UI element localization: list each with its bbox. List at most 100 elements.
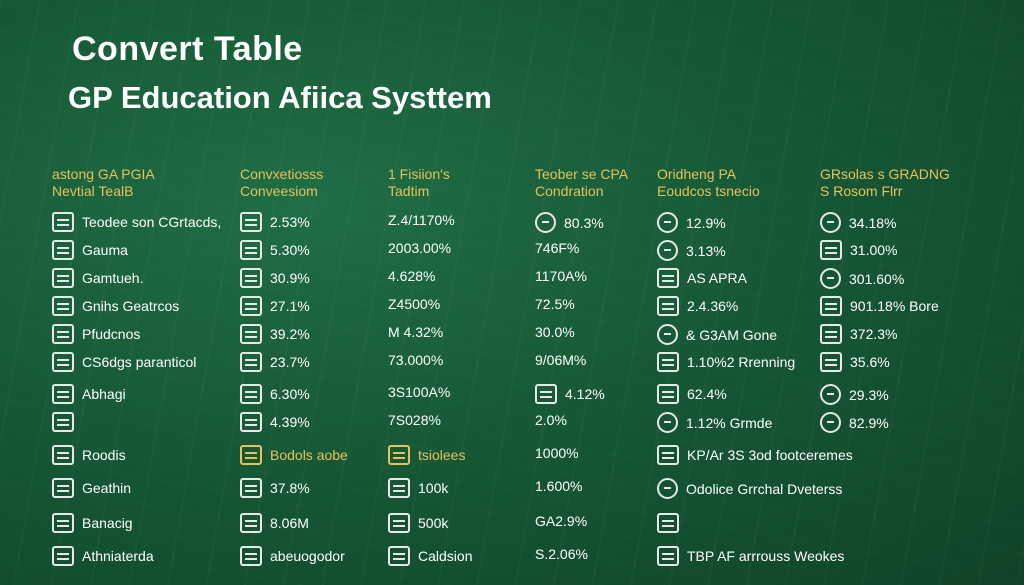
column-header-line: GRsolas s GRADNG	[820, 166, 950, 182]
table-cell: & G3AM Gone	[657, 324, 777, 345]
table-cell: 2.0%	[535, 412, 567, 428]
table-cell: Athniaterda	[52, 546, 154, 566]
table-cell: 8.06M	[240, 513, 309, 533]
table-cell: 29.3%	[820, 384, 889, 405]
cell-text: 901.18% Bore	[850, 298, 939, 314]
document-icon	[240, 546, 262, 566]
cell-text: Roodis	[82, 447, 126, 463]
column-header-line: astong GA PGIA	[52, 166, 155, 182]
table-cell: 1.600%	[535, 478, 582, 494]
column-header-line: Teober se CPA	[535, 166, 629, 182]
table-cell: 7S028%	[388, 412, 441, 428]
column-header-line: Oridheng PA	[657, 166, 737, 182]
building-icon	[820, 296, 842, 316]
table-cell: AS APRA	[657, 268, 747, 288]
chart-icon	[657, 352, 679, 372]
document-icon	[52, 412, 74, 432]
table-cell: 39.2%	[240, 324, 310, 344]
document-icon	[52, 268, 74, 288]
column-header-1: astong GA PGIA Nevtial TealB	[52, 166, 155, 206]
globe-icon	[657, 240, 678, 261]
table-cell: 72.5%	[535, 296, 575, 312]
page-title: Convert Table	[72, 30, 303, 68]
table-cell: S.2.06%	[535, 546, 588, 562]
page-subtitle: GP Education Afiica Systtem	[68, 80, 492, 115]
document-icon	[240, 445, 262, 465]
table-cell: 37.8%	[240, 478, 310, 498]
table-cell: 9/06M%	[535, 352, 586, 368]
cell-text: Z.4/1170%	[388, 212, 455, 228]
cell-text: Teodee son CGrtacds,	[82, 214, 222, 230]
table-cell: Geathin	[52, 478, 131, 498]
cell-text: 1.12% Grmde	[686, 414, 773, 431]
cell-text: 12.9%	[686, 214, 726, 231]
book-icon	[388, 445, 410, 465]
table-cell	[657, 513, 687, 533]
column-header-3: 1 Fisiion's Tadtim	[388, 166, 450, 206]
table-cell: 27.1%	[240, 296, 310, 316]
cell-text: 82.9%	[849, 414, 889, 431]
cell-text: Gnihs Geatrcos	[82, 298, 180, 314]
cell-text: 39.2%	[270, 326, 310, 342]
table-cell: 2.4.36%	[657, 296, 738, 316]
cell-text: 746F%	[535, 240, 580, 256]
table-cell: Pfudcnos	[52, 324, 140, 344]
chart-icon	[657, 445, 679, 465]
chart-icon	[240, 324, 262, 344]
table-cell: KP/Ar 3S 3od footceremes	[657, 445, 853, 465]
cell-text: abeuogodor	[270, 548, 345, 564]
table-cell: Gnihs Geatrcos	[52, 296, 179, 316]
document-icon	[240, 513, 262, 533]
column-header-line: 1 Fisiion's	[388, 166, 450, 182]
column-header-line: Convxetiosss	[240, 166, 324, 182]
table-cell: 30.9%	[240, 268, 310, 288]
cell-text: 27.1%	[270, 298, 310, 314]
table-cell: Bodols aobe	[240, 445, 348, 465]
document-icon	[52, 324, 74, 344]
globe-icon	[820, 212, 841, 233]
cell-text: 4.39%	[270, 414, 310, 430]
column-header-6: GRsolas s GRADNG S Rosom Flrr	[820, 166, 950, 206]
building-icon	[820, 352, 842, 372]
table-cell: 3S100A%	[388, 384, 450, 400]
chart-icon	[240, 212, 262, 232]
cell-text: 500k	[418, 515, 449, 531]
cell-text: 62.4%	[687, 386, 727, 402]
document-icon	[52, 478, 74, 498]
cell-text: Athniaterda	[82, 548, 154, 564]
chart-icon	[535, 384, 557, 404]
document-icon	[52, 445, 74, 465]
table-cell: 746F%	[535, 240, 579, 256]
table-cell: 1170A%	[535, 268, 587, 284]
book-icon	[388, 546, 410, 566]
table-cell: 500k	[388, 513, 448, 533]
table-cell: 2.53%	[240, 212, 310, 232]
cell-text: 1.10%2 Rrenning	[687, 354, 796, 370]
table-cell: 62.4%	[657, 384, 727, 404]
document-icon	[240, 478, 262, 498]
building-icon	[657, 546, 679, 566]
table-cell: 31.00%	[820, 240, 897, 260]
table-cell: Roodis	[52, 445, 126, 465]
globe-icon	[657, 212, 678, 233]
table-cell: 34.18%	[820, 212, 896, 233]
table-cell: 100k	[388, 478, 448, 498]
cell-text: Geathin	[82, 480, 132, 496]
globe-icon	[657, 412, 678, 433]
cell-text: 37.8%	[270, 480, 310, 496]
cell-text: 2.4.36%	[687, 298, 739, 314]
globe-icon	[820, 384, 841, 405]
table-cell: 5.30%	[240, 240, 310, 260]
table-cell: 1.12% Grmde	[657, 412, 772, 433]
cell-text: 73.000%	[388, 352, 444, 368]
book-icon	[388, 478, 410, 498]
table-cell: 82.9%	[820, 412, 889, 433]
cell-text: 301.60%	[849, 270, 905, 287]
table-cell: Z4500%	[388, 296, 440, 312]
cell-text: 23.7%	[270, 354, 310, 370]
table-cell: 12.9%	[657, 212, 726, 233]
table-cell: 35.6%	[820, 352, 890, 372]
cell-text: Odolice Grrchal Dveterss	[686, 480, 843, 497]
cell-text: 4.628%	[388, 268, 436, 284]
chart-icon	[240, 296, 262, 316]
